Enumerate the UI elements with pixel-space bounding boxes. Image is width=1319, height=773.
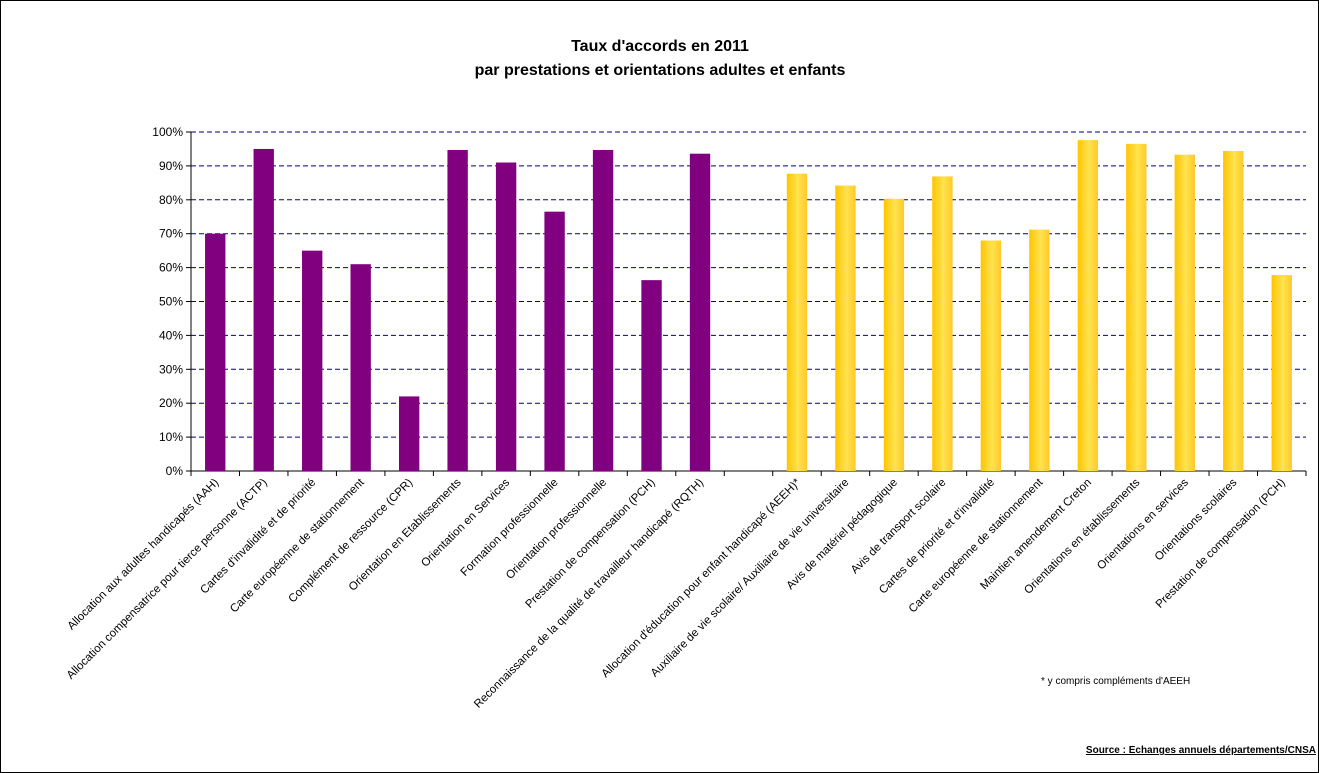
x-tick-label: Orientations en services [1095, 476, 1191, 572]
bar [398, 396, 420, 471]
x-tick-label: Orientation professionnelle [504, 477, 609, 582]
bar [1271, 275, 1292, 471]
bar [495, 162, 517, 471]
y-tick-label: 90% [159, 159, 183, 173]
bar [302, 250, 323, 471]
y-tick-label: 10% [159, 430, 183, 444]
footnote: * y compris compléments d'AEEH [1041, 676, 1190, 687]
bar [253, 148, 274, 471]
y-tick-label: 0% [166, 464, 184, 478]
x-tick-label: Avis de transport scolaire [849, 477, 949, 577]
chart-subtitle: par prestations et orientations adultes … [475, 62, 846, 79]
bar [1126, 143, 1147, 472]
bar [641, 280, 662, 471]
y-tick-label: 80% [159, 193, 183, 207]
bar [205, 233, 226, 471]
bar [1223, 150, 1244, 471]
gridlines [191, 131, 1306, 438]
y-tick-label: 100% [152, 125, 183, 139]
bar [592, 149, 614, 472]
bar [544, 211, 565, 472]
bar [447, 149, 468, 472]
bar [689, 153, 711, 472]
x-tick-label: Orientations scolaires [1153, 476, 1240, 563]
bar [786, 173, 808, 471]
bar [1077, 140, 1099, 472]
y-tick-label: 50% [159, 295, 183, 309]
bar [350, 264, 371, 471]
y-tick-label: 40% [159, 328, 183, 342]
y-tick-label: 60% [159, 261, 183, 275]
bar [1029, 229, 1050, 471]
bar [1174, 154, 1195, 471]
bar [932, 176, 953, 471]
axes: 0% 10% 20% 30% 40% 50% 60% 70% 80% 90% 100% [152, 125, 1307, 478]
source-note: Source : Echanges annuels départements/C… [1086, 745, 1316, 756]
bar [980, 240, 1002, 471]
y-tick-label: 70% [159, 227, 183, 241]
chart-title: Taux d'accords en 2011 [571, 38, 749, 55]
bar [883, 198, 905, 471]
x-tick-label: Reconnaissance de la qualité de travaill… [472, 477, 706, 711]
y-tick-label: 20% [159, 396, 183, 410]
bars [205, 140, 1292, 472]
y-tick-label: 30% [159, 362, 183, 376]
x-tick-label: Formation professionnelle [459, 477, 561, 579]
x-tick-label: Allocation compensatrice pour tierce per… [65, 477, 270, 682]
bar [835, 185, 856, 471]
x-tick-label: Orientation en Services [419, 476, 512, 569]
